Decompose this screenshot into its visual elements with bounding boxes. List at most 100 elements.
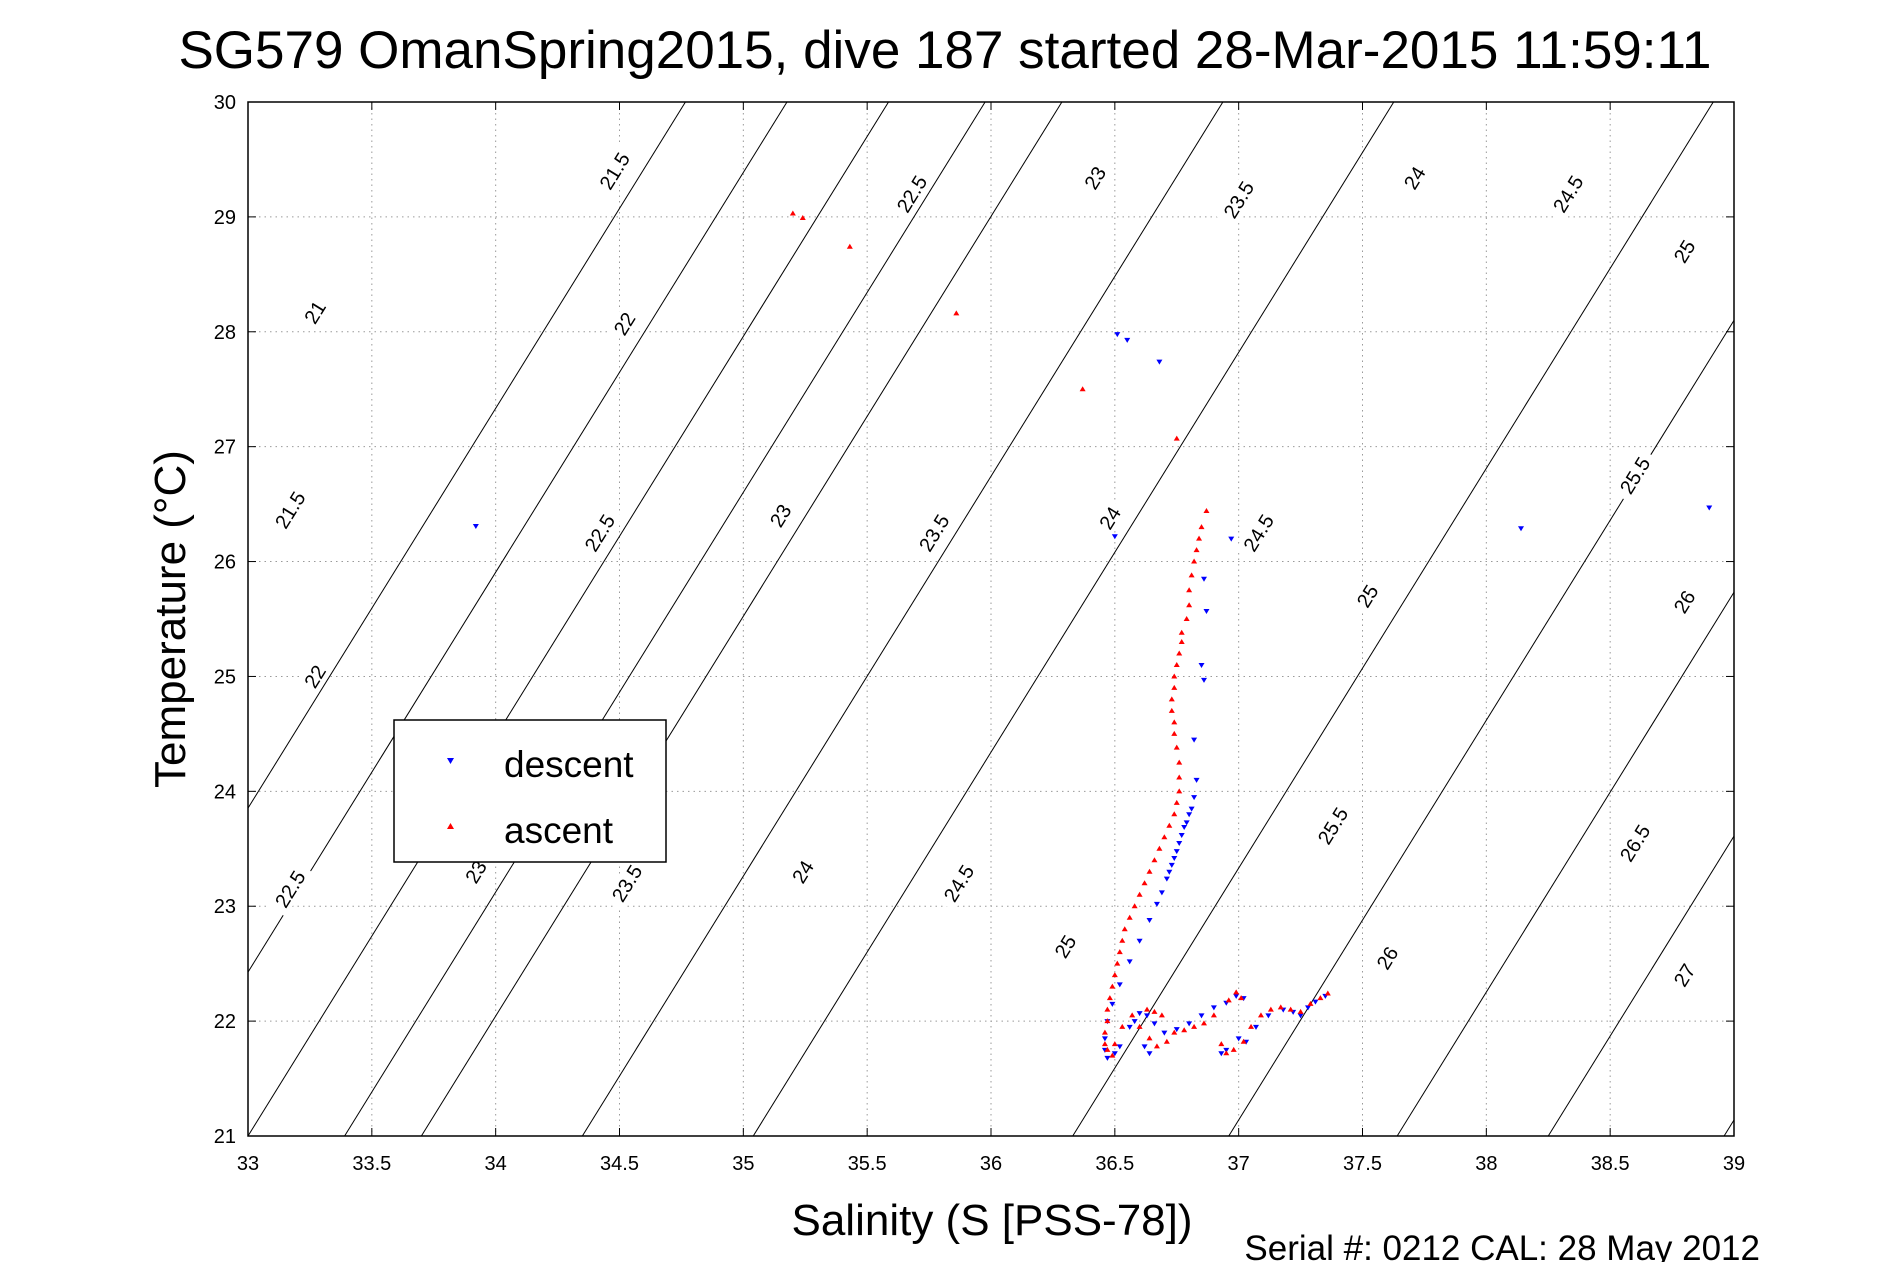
isopycnal-label-bg: [1611, 447, 1658, 504]
isopycnal-label-bg: [1048, 927, 1083, 965]
descent-point: [1136, 938, 1143, 944]
isopycnal-label: 21: [297, 293, 333, 331]
x-tick-label: 37: [1228, 1153, 1250, 1175]
ascent-point: [1153, 1043, 1160, 1049]
x-tick-label: 36.5: [1095, 1153, 1134, 1175]
ascent-point: [1176, 788, 1183, 794]
y-tick-label: 29: [214, 207, 236, 229]
ascent-point: [799, 215, 806, 221]
ascent-point: [1240, 1038, 1247, 1044]
x-tick-label: 35: [732, 1153, 754, 1175]
ascent-point: [1111, 972, 1118, 978]
isopycnal-label-bg: [603, 855, 650, 912]
isopycnal-label: 22.5: [267, 861, 314, 917]
isopycnal-label: 24: [1092, 499, 1128, 537]
descent-point: [1235, 1036, 1242, 1042]
descent-point: [1265, 1013, 1272, 1019]
isopycnal-label-bg: [297, 657, 333, 695]
y-tick-label: 30: [214, 92, 236, 114]
isopycnal-label-bg: [1350, 577, 1385, 615]
ascent-point: [1191, 558, 1198, 564]
ascent-point: [846, 243, 853, 249]
footer-serial-cal: Serial #: 0212 CAL: 28 May 2012: [1244, 1229, 1760, 1262]
isopycnal-label: 26: [1370, 939, 1405, 977]
descent-point: [1126, 959, 1133, 965]
ascent-point: [1248, 1023, 1255, 1029]
ascent-point: [1200, 1020, 1207, 1026]
ascent-point: [1119, 1023, 1126, 1029]
isopycnal-line: [247, 101, 889, 1137]
isopycnal-label-bg: [935, 855, 982, 912]
descent-point: [1173, 849, 1180, 855]
isopycnal-label: 26.5: [1611, 815, 1658, 871]
ascent-point: [1173, 661, 1180, 667]
isopycnal-label: 23: [1077, 159, 1113, 197]
ascent-point: [953, 310, 960, 316]
ascent-point: [1116, 949, 1123, 955]
descent-point: [1186, 812, 1193, 818]
descent-point: [1181, 824, 1188, 830]
ascent-point: [1171, 719, 1178, 725]
ascent-point: [1104, 1046, 1111, 1052]
isopycnal-label-bg: [591, 143, 638, 199]
descent-point: [1141, 1044, 1148, 1050]
ascent-point: [1297, 1008, 1304, 1014]
descent-point: [1104, 1055, 1111, 1061]
ascent-point: [1193, 547, 1200, 553]
legend-box: [393, 719, 667, 863]
ascent-point: [1171, 730, 1178, 736]
isopycnal-label-bg: [763, 497, 798, 535]
isopycnal-line: [581, 101, 1224, 1137]
descent-point: [1126, 1024, 1133, 1030]
data-points: [472, 210, 1713, 1061]
ascent-point: [1183, 616, 1190, 621]
ascent-point: [1324, 990, 1331, 996]
isopycnal-label-bg: [1235, 504, 1282, 561]
descent-point: [1153, 901, 1160, 907]
isopycnal-label-bg: [607, 305, 642, 343]
descent-point: [1151, 1021, 1158, 1027]
descent-point: [1114, 332, 1121, 338]
ascent-point: [1176, 774, 1183, 780]
descent-point: [1228, 536, 1235, 542]
isopycnal-label: 24: [1397, 159, 1432, 197]
descent-point: [1171, 855, 1178, 861]
descent-point: [1297, 1013, 1304, 1019]
descent-point: [1305, 1005, 1312, 1011]
legend-marker-descent: [447, 758, 454, 764]
descent-point: [1198, 662, 1205, 668]
descent-point: [1144, 1013, 1151, 1019]
isopycnal-line: [247, 101, 686, 809]
descent-point: [1173, 1027, 1180, 1033]
isopycnal-label: 23.5: [603, 855, 650, 912]
ascent-point: [1166, 822, 1173, 828]
isopycnal-label: 22: [297, 657, 333, 695]
x-tick-label: 37.5: [1343, 1153, 1382, 1175]
descent-point: [1178, 832, 1185, 838]
descent-point: [1116, 1044, 1123, 1050]
ascent-point: [1144, 1006, 1151, 1012]
isopycnal-label-bg: [1611, 815, 1658, 871]
ascent-point: [1168, 707, 1175, 713]
isopycnal-contours: [247, 101, 1735, 1137]
descent-point: [1218, 1051, 1225, 1057]
isopycnal-label-bg: [1397, 159, 1432, 197]
ascent-point: [1198, 524, 1205, 530]
isopycnal-line: [752, 101, 1395, 1137]
ascent-point: [1233, 989, 1240, 995]
y-tick-label: 23: [214, 896, 236, 918]
descent-point: [1146, 1051, 1153, 1057]
x-tick-label: 39: [1723, 1153, 1745, 1175]
descent-point: [1111, 534, 1118, 540]
isopycnal-label: 22.5: [576, 504, 623, 561]
descent-point: [1210, 1005, 1217, 1011]
isopycnal-label-bg: [267, 481, 314, 538]
isopycnal-label: 24.5: [935, 855, 982, 912]
ascent-point: [1186, 602, 1193, 608]
ascent-point: [1146, 868, 1153, 874]
descent-point: [1518, 526, 1525, 532]
chart-title: SG579 OmanSpring2015, dive 187 started 2…: [178, 21, 1711, 80]
isopycnal-label-bg: [297, 293, 333, 331]
ascent-point: [1171, 811, 1178, 817]
